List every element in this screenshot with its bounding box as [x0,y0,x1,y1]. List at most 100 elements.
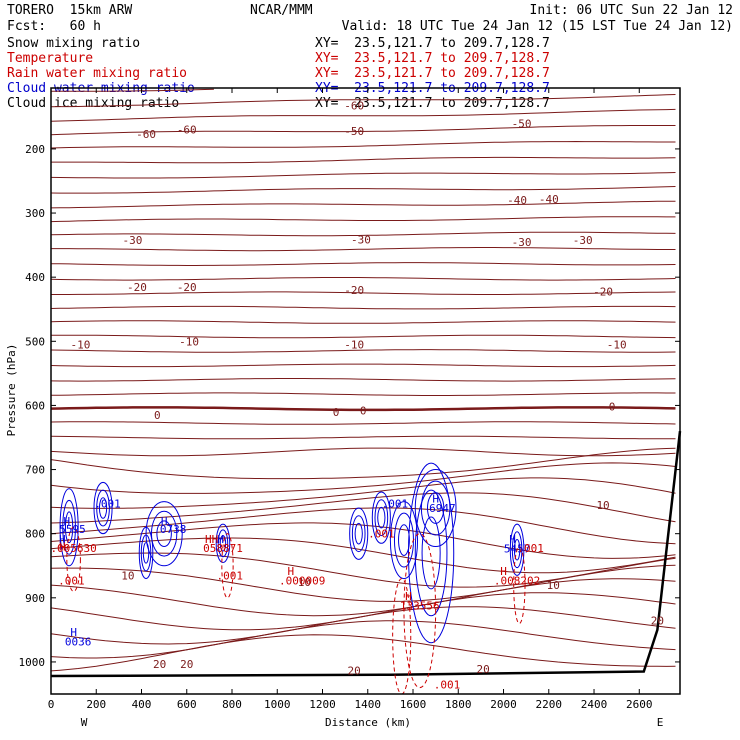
isotherm-9 [50,216,676,223]
isotherm-18 [50,349,676,353]
temperature-label-8: -30 [351,233,371,246]
isotherm-2 [50,108,676,122]
cloud-contour-5-0 [371,491,391,544]
cloud-water-label-8: 0036 [65,635,92,648]
cloud-water-label-7: H [70,626,77,639]
rain-contour-0 [66,526,81,592]
isotherm-37 [50,606,676,645]
cloud-contour-7-2 [421,516,441,590]
temperature-label-14: -20 [593,285,613,298]
temperature-label-20: 0 [333,406,340,419]
cloud-contour-8-2 [426,492,445,524]
rain-label-5: .001 [216,569,243,582]
cloud-contour-6-0 [389,501,419,580]
field-xy-2: XY= 23.5,121.7 to 209.7,128.7 [315,66,550,81]
isotherm-21 [50,392,676,396]
temperature-label-1: -60 [136,128,156,141]
cloud-contour-1-1 [96,489,110,527]
temperature-label-2: -60 [177,124,197,137]
cloud-contour-8-1 [420,480,451,536]
valid-time: Valid: 18 UTC Tue 24 Jan 12 (15 LST Tue … [341,19,733,34]
field-xy-0: XY= 23.5,121.7 to 209.7,128.7 [315,36,550,51]
temperature-label-21: 0 [360,405,367,418]
temperature-label-29: 20 [180,658,193,671]
x-axis-label: Distance (km) [325,716,411,729]
rain-contour-2 [403,533,437,689]
rain-label-14: .001 [434,678,461,691]
isotherm-11 [51,247,676,252]
cloud-contour-4-0 [349,507,369,560]
isotherm-34 [50,564,676,602]
cloud-water-label-5: 0738 [160,523,187,536]
y-tick-label-0: 200 [25,143,45,156]
y-tick-label-3: 500 [25,335,45,348]
isotherm-39 [50,634,676,672]
temperature-label-28: 20 [153,658,166,671]
temperature-label-31: 20 [477,663,490,676]
cloud-water-label-2: H [59,533,66,546]
x-tick-label-13: 2600 [626,698,653,711]
isotherm-35 [50,578,676,617]
isotherm-28 [50,477,676,509]
x-tick-label-2: 400 [132,698,152,711]
temperature-label-30: 20 [348,664,361,677]
isotherm-22 [50,406,676,412]
temperature-label-18: -10 [607,339,627,352]
temperature-label-9: -30 [512,236,532,249]
temperature-label-16: -10 [179,335,199,348]
cloud-contour-1-2 [98,497,108,519]
temperature-label-17: -10 [344,339,364,352]
rain-label-11: H [500,565,507,578]
rain-label-10: 133556 [400,600,440,613]
temperature-label-19: 0 [154,409,161,422]
cloud-water-label-1: 5595 [59,523,86,536]
isotherm-24 [50,435,676,440]
rain-label-4: 058871 [203,542,243,555]
isotherm-15 [50,305,676,310]
cloud-contour-3-1 [217,529,229,558]
temperature-label-5: -40 [507,194,527,207]
field-name-4: Cloud ice mixing ratio [7,96,180,111]
cloud-contour-5-2 [377,506,386,529]
isotherm-8 [50,200,676,209]
x-tick-label-3: 600 [177,698,197,711]
isotherm-6 [50,172,676,179]
temperature-label-0: -60 [344,99,364,112]
rain-label-2: .001 [58,574,85,587]
rain-label-0: H [59,541,66,554]
cloud-contour-5-1 [374,499,389,537]
rain-contour-1 [221,533,234,599]
cloud-contour-0-0 [59,488,79,567]
y-tick-label-2: 400 [25,271,45,284]
temperature-label-7: -30 [123,234,143,247]
cloud-water-label-12: H [509,533,516,546]
rain-label-13: .001 [517,542,544,555]
forecast-hour: Fcst: 60 h [7,19,101,34]
isotherm-3 [50,125,676,136]
x-tick-label-8: 1600 [400,698,427,711]
cloud-contour-10-2 [142,542,150,564]
rain-label-9: H [405,590,412,603]
cloud-contour-7-1 [414,489,448,617]
isotherm-4 [50,140,676,149]
x-end-label-east: E [657,716,664,729]
rain-contours [66,526,526,695]
x-tick-label-7: 1400 [355,698,382,711]
cloud-contour-2-0 [145,501,183,567]
cloud-contour-9-2 [513,538,521,561]
isotherm-32 [50,537,676,574]
terrain-line [50,430,682,678]
cloud-contour-10-0 [138,526,154,580]
temperature-label-23: 10 [596,499,609,512]
y-tick-label-7: 900 [25,592,45,605]
temperature-label-13: -20 [344,284,364,297]
isotherm-27 [50,462,676,494]
x-tick-label-11: 2200 [536,698,563,711]
isotherm-13 [50,277,676,281]
axis-ticks: 0 200 400 600 800 1000 1200 1400 1600 1800 2000 220… [19,88,680,711]
rain-label-6: H [288,565,295,578]
y-tick-label-8: 1000 [19,656,46,669]
temperature-label-24: 10 [121,569,134,582]
y-tick-label-1: 300 [25,207,45,220]
